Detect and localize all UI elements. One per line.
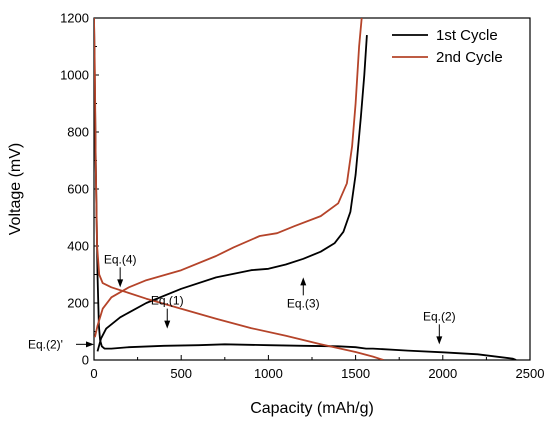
legend-item-2: 2nd Cycle — [392, 49, 503, 66]
annotation-1: Eq.(4) — [104, 252, 137, 288]
x-tick-label: 1500 — [341, 366, 370, 381]
x-tick-label: 500 — [170, 366, 192, 381]
annotation-2: Eq.(3) — [287, 277, 320, 310]
axes-layer: 0 500 1000 1500 2000 2500 0 200 400 600 800 1000 120… — [7, 11, 544, 418]
x-axis-title: Capacity (mAh/g) — [250, 400, 374, 417]
series-1-line-charge — [96, 35, 368, 352]
y-tick-label: 200 — [67, 296, 89, 311]
series-2-line-discharge — [94, 18, 384, 360]
series-2 — [94, 18, 384, 360]
annotation-4: Eq.(2) — [423, 309, 456, 345]
x-tick-label: 1000 — [254, 366, 283, 381]
y-tick-label: 1200 — [60, 11, 89, 26]
legend-item-1: 1st Cycle — [392, 27, 498, 44]
annotation-arrow-head — [164, 320, 171, 329]
annotation-label: Eq.(2)' — [28, 337, 63, 351]
x-tick-label: 2000 — [428, 366, 457, 381]
annotation-3: Eq.(1) — [151, 294, 184, 329]
x-tick-label: 2500 — [516, 366, 545, 381]
x-tick-label: 0 — [90, 366, 97, 381]
y-axis-title: Voltage (mV) — [7, 143, 24, 235]
annotation-label: Eq.(1) — [151, 294, 184, 308]
annotation-label: Eq.(2) — [423, 309, 456, 323]
y-tick-label: 1000 — [60, 68, 89, 83]
series-1-line-discharge — [94, 18, 517, 360]
series-layer — [94, 18, 517, 360]
y-tick-label: 0 — [82, 353, 89, 368]
y-tick-label: 600 — [67, 182, 89, 197]
annotation-layer: Eq.(4) Eq.(3) Eq.(1) Eq.(2) Eq.(2)' — [28, 252, 456, 351]
annotation-arrow-head — [117, 279, 124, 288]
y-tick-label: 800 — [67, 125, 89, 140]
y-tick-label: 400 — [67, 239, 89, 254]
legend: 1st Cycle 2nd Cycle — [392, 27, 503, 66]
annotation-label: Eq.(4) — [104, 252, 137, 266]
annotation-label: Eq.(3) — [287, 296, 320, 310]
series-2-line-charge — [94, 18, 363, 338]
annotation-5: Eq.(2)' — [28, 337, 94, 351]
series-1 — [94, 18, 517, 360]
legend-label: 2nd Cycle — [436, 49, 503, 66]
annotation-arrow-head — [436, 336, 443, 345]
legend-label: 1st Cycle — [436, 27, 498, 44]
annotation-arrow-head — [86, 341, 94, 348]
